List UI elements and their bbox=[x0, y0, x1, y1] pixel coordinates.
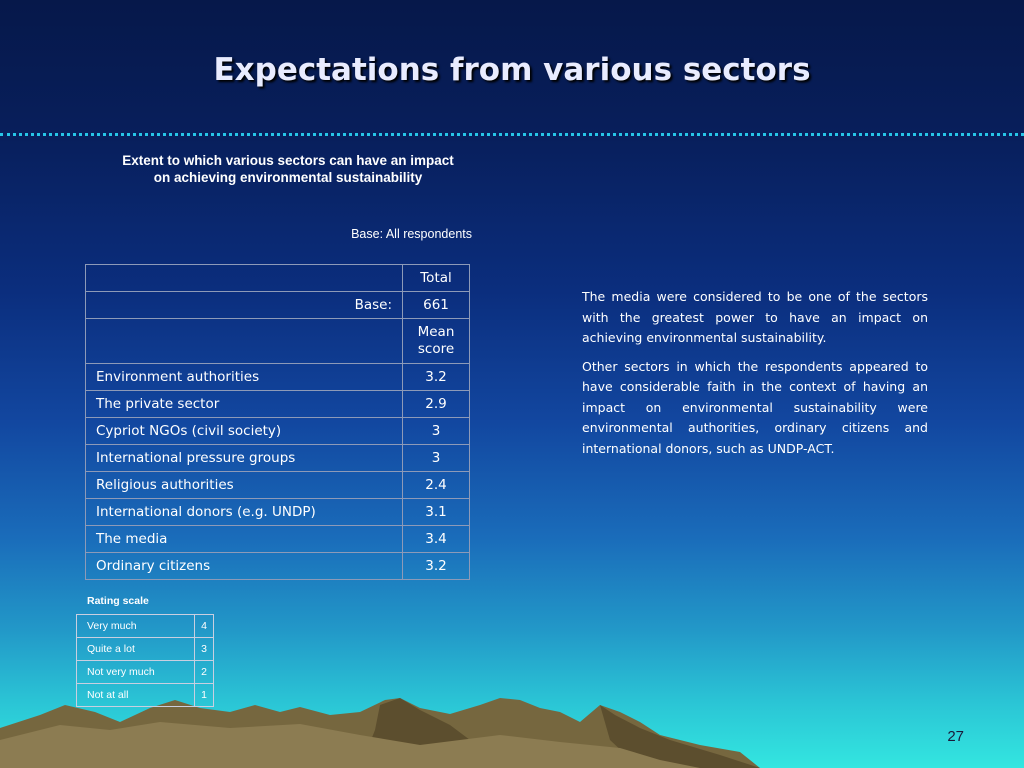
table-mean-empty-cell bbox=[85, 318, 403, 364]
rating-scale-title: Rating scale bbox=[87, 595, 149, 607]
rating-label: Not very much bbox=[75, 660, 196, 684]
rating-row: Quite a lot 3 bbox=[75, 637, 214, 661]
commentary-text: The media were considered to be one of t… bbox=[582, 287, 928, 467]
rating-value: 4 bbox=[194, 614, 214, 638]
rating-value: 2 bbox=[194, 660, 214, 684]
rating-row: Not very much 2 bbox=[75, 660, 214, 684]
table-row: Environment authorities 3.2 bbox=[85, 363, 470, 391]
base-note: Base: All respondents bbox=[351, 227, 472, 241]
sector-label: The private sector bbox=[85, 390, 403, 418]
rating-scale-table: Very much 4 Quite a lot 3 Not very much 2 Not … bbox=[75, 614, 214, 707]
table-row: The private sector 2.9 bbox=[85, 390, 470, 418]
table-mean-header-line1: Mean bbox=[417, 324, 455, 340]
sector-label: International donors (e.g. UNDP) bbox=[85, 498, 403, 526]
table-title-line1: Extent to which various sectors can have… bbox=[122, 153, 454, 168]
table-row: Religious authorities 2.4 bbox=[85, 471, 470, 499]
sector-mean-score: 3.1 bbox=[402, 498, 470, 526]
sector-mean-score: 3 bbox=[402, 444, 470, 472]
slide-title: Expectations from various sectors bbox=[213, 52, 811, 88]
rating-value: 1 bbox=[194, 683, 214, 707]
sector-label: International pressure groups bbox=[85, 444, 403, 472]
sector-mean-score: 3 bbox=[402, 417, 470, 445]
sector-label: Ordinary citizens bbox=[85, 552, 403, 580]
table-row: Ordinary citizens 3.2 bbox=[85, 552, 470, 580]
sector-label: Religious authorities bbox=[85, 471, 403, 499]
table-header-empty-cell bbox=[85, 264, 403, 292]
table-base-label: Base: bbox=[85, 291, 403, 319]
page-number: 27 bbox=[947, 728, 964, 745]
table-row: International pressure groups 3 bbox=[85, 444, 470, 472]
rating-label: Quite a lot bbox=[75, 637, 196, 661]
table-header-row: Total bbox=[85, 264, 470, 292]
table-row: The media 3.4 bbox=[85, 525, 470, 553]
table-mean-header-row: Mean score bbox=[85, 318, 470, 364]
rating-label: Very much bbox=[75, 614, 196, 638]
sector-mean-score: 2.9 bbox=[402, 390, 470, 418]
table-header-total: Total bbox=[402, 264, 470, 292]
rating-value: 3 bbox=[194, 637, 214, 661]
commentary-paragraph-1: The media were considered to be one of t… bbox=[582, 289, 928, 345]
mean-score-table: Total Base: 661 Mean score Environment a… bbox=[85, 264, 470, 580]
rating-row: Not at all 1 bbox=[75, 683, 214, 707]
sector-mean-score: 3.4 bbox=[402, 525, 470, 553]
sector-label: Cypriot NGOs (civil society) bbox=[85, 417, 403, 445]
rating-row: Very much 4 bbox=[75, 614, 214, 638]
table-row: International donors (e.g. UNDP) 3.1 bbox=[85, 498, 470, 526]
rating-label: Not at all bbox=[75, 683, 196, 707]
sector-mean-score: 3.2 bbox=[402, 552, 470, 580]
sector-label: The media bbox=[85, 525, 403, 553]
table-title: Extent to which various sectors can have… bbox=[78, 152, 498, 186]
dotted-divider bbox=[0, 133, 1024, 136]
sector-label: Environment authorities bbox=[85, 363, 403, 391]
table-mean-header: Mean score bbox=[402, 318, 470, 364]
table-base-row: Base: 661 bbox=[85, 291, 470, 319]
table-base-value: 661 bbox=[402, 291, 470, 319]
table-row: Cypriot NGOs (civil society) 3 bbox=[85, 417, 470, 445]
sector-mean-score: 3.2 bbox=[402, 363, 470, 391]
table-mean-header-line2: score bbox=[417, 341, 455, 357]
sector-mean-score: 2.4 bbox=[402, 471, 470, 499]
commentary-paragraph-2: Other sectors in which the respondents a… bbox=[582, 358, 928, 456]
table-title-line2: on achieving environmental sustainabilit… bbox=[153, 170, 423, 185]
